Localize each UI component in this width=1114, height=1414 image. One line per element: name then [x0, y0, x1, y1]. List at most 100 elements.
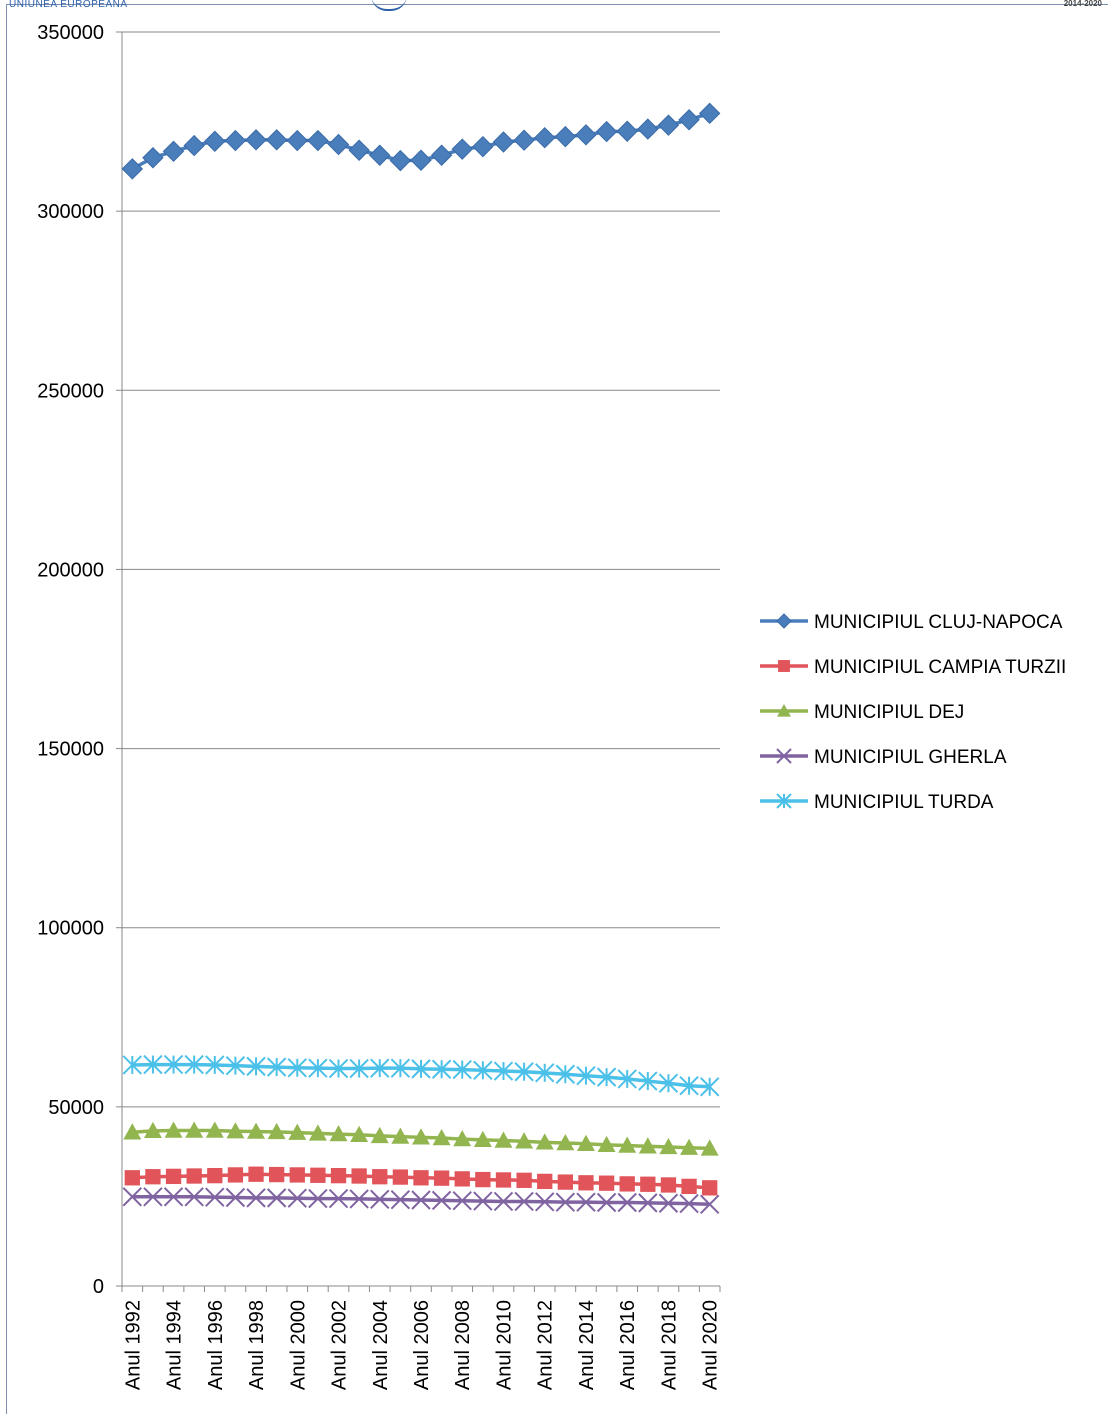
x-tick-label: Anul 2016 [617, 1300, 639, 1390]
data-point [776, 793, 792, 809]
data-point [205, 1187, 225, 1207]
data-point [678, 109, 700, 131]
data-point [165, 1168, 182, 1185]
legend-item: MUNICIPIUL DEJ [760, 702, 964, 723]
y-tick-label: 250000 [37, 380, 104, 402]
data-point [143, 1121, 162, 1139]
data-point [431, 1190, 452, 1211]
series-municipiul-campia-turzii [124, 1166, 718, 1196]
data-point [410, 149, 432, 171]
y-tick-label: 150000 [37, 739, 104, 761]
data-point [308, 1058, 328, 1078]
data-point [266, 1188, 287, 1208]
data-point [390, 1058, 411, 1078]
data-point [776, 613, 792, 629]
data-point [638, 1137, 657, 1154]
data-point [680, 1138, 699, 1155]
data-point [246, 1188, 266, 1208]
data-point [495, 1172, 512, 1188]
data-point [185, 1121, 204, 1138]
data-point [702, 1180, 718, 1196]
data-point [143, 1187, 163, 1207]
data-point [123, 1123, 142, 1140]
data-point [370, 1126, 389, 1144]
data-point [328, 1188, 349, 1209]
legend-label: MUNICIPIUL CAMPIA TURZII [814, 657, 1066, 678]
data-point [475, 1171, 491, 1188]
series-municipiul-dej [123, 1121, 719, 1156]
data-point [411, 1190, 431, 1210]
data-point [350, 1125, 369, 1143]
data-point [329, 1125, 348, 1142]
x-tick-label: Anul 2002 [329, 1300, 351, 1390]
header-eu-text: UNIUNEA EUROPEANA [9, 0, 128, 10]
data-point [392, 1169, 409, 1185]
data-point [163, 1054, 184, 1075]
data-point [699, 1077, 720, 1097]
data-point [226, 1122, 245, 1139]
data-point [349, 1189, 369, 1209]
data-point [576, 1065, 596, 1086]
data-point [205, 1121, 224, 1138]
data-point [124, 1170, 140, 1186]
data-point [183, 134, 205, 157]
data-point [473, 1191, 493, 1211]
data-point [555, 1064, 576, 1084]
legend-item: MUNICIPIUL CAMPIA TURZII [760, 657, 1066, 678]
data-point [369, 144, 391, 166]
data-point [679, 1193, 699, 1214]
x-tick-label: Anul 2004 [370, 1300, 392, 1390]
data-point [246, 1056, 266, 1077]
data-point [595, 120, 618, 143]
data-point [186, 1168, 202, 1184]
data-point [452, 1059, 472, 1080]
data-point [637, 118, 659, 140]
data-point [776, 748, 792, 764]
data-point [142, 147, 164, 169]
data-point [267, 1122, 286, 1140]
data-point [308, 1124, 327, 1141]
data-point [492, 131, 515, 153]
data-point [372, 1169, 388, 1185]
data-point [618, 1136, 637, 1153]
data-point [390, 1189, 411, 1210]
data-point [287, 1188, 307, 1208]
x-tick-label: Anul 2000 [287, 1300, 309, 1390]
data-point [433, 1170, 450, 1186]
data-point [657, 114, 680, 136]
data-point [514, 1191, 534, 1212]
data-point [638, 1071, 658, 1091]
data-point [327, 133, 350, 156]
data-point [638, 1193, 658, 1213]
series-municipiul-gherla [122, 1187, 720, 1215]
data-point [348, 139, 370, 161]
data-point [557, 1174, 573, 1190]
data-point [514, 1062, 534, 1082]
x-tick-label: Anul 1998 [246, 1300, 268, 1390]
y-tick-label: 300000 [37, 201, 104, 223]
data-point [247, 1122, 266, 1139]
data-point [225, 1055, 246, 1076]
data-point [596, 1192, 617, 1213]
series-municipiul-cluj-napoca [121, 102, 721, 180]
data-point [351, 1168, 367, 1184]
data-point [596, 1067, 617, 1087]
data-point [555, 1192, 576, 1212]
y-tick-label: 100000 [37, 918, 104, 940]
data-point [432, 1129, 451, 1146]
page-frame: UNIUNEA EUROPEANA 2014-2020 [6, 0, 1108, 1414]
data-point [162, 140, 185, 163]
data-point [430, 144, 453, 166]
data-point [537, 1173, 553, 1190]
data-point [184, 1187, 204, 1207]
data-point [451, 138, 473, 160]
data-point [576, 1192, 596, 1212]
data-point [640, 1176, 656, 1192]
data-point [472, 135, 494, 158]
data-point [164, 1121, 183, 1138]
x-tick-label: Anul 2018 [658, 1300, 680, 1390]
legend-label: MUNICIPIUL DEJ [814, 702, 964, 723]
data-point [184, 1054, 204, 1075]
data-point [227, 1167, 244, 1183]
